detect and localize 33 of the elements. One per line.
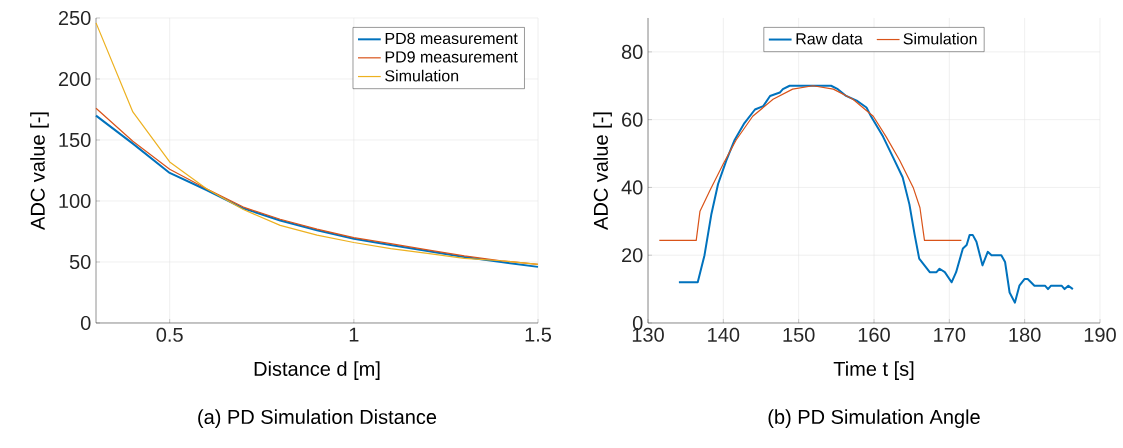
- x-tick-label: 1: [349, 327, 359, 342]
- y-tick-label: 40: [621, 180, 643, 195]
- legend-label: PD8 measurement: [385, 32, 518, 45]
- y-tick-label: 50: [69, 254, 91, 270]
- y-tick-label: 0: [80, 315, 91, 331]
- x-tick-label: 180: [1009, 327, 1041, 342]
- x-tick-label: 140: [708, 327, 740, 342]
- line-series: [658, 85, 962, 241]
- y-tick-label: 60: [622, 112, 643, 127]
- line-series: [677, 84, 1074, 304]
- x-tick-label: 1.5: [525, 327, 552, 342]
- y-tick-label: 20: [622, 248, 643, 263]
- x-tick-label: 150: [783, 327, 815, 342]
- y-tick-label: 150: [59, 132, 91, 148]
- x-tick-label: 170: [934, 327, 966, 342]
- y-tick-label: 80: [621, 44, 643, 59]
- x-axis-title: Distance d [m]: [254, 361, 380, 380]
- legend-label: Raw data: [796, 32, 863, 45]
- y-tick-label: 100: [59, 193, 91, 209]
- legend-label: PD9 measurement: [385, 51, 518, 63]
- x-tick-label: 160: [858, 327, 890, 342]
- text: (b) PD Simulation Angle: [768, 409, 980, 428]
- y-tick-label: 200: [58, 71, 91, 87]
- legend-label: Simulation: [903, 32, 977, 45]
- x-tick-label: 190: [1084, 327, 1116, 342]
- text: (a) PD Simulation Distance: [198, 409, 437, 428]
- y-tick-label: 250: [58, 10, 91, 26]
- y-axis-title: ADC value [-]: [30, 112, 49, 230]
- x-tick-label: 0.5: [156, 327, 183, 342]
- y-axis-title: ADC value [-]: [593, 112, 612, 230]
- legend-label: Simulation: [385, 69, 459, 82]
- x-axis-title: Time t [s]: [833, 361, 914, 380]
- line-series: [95, 22, 539, 266]
